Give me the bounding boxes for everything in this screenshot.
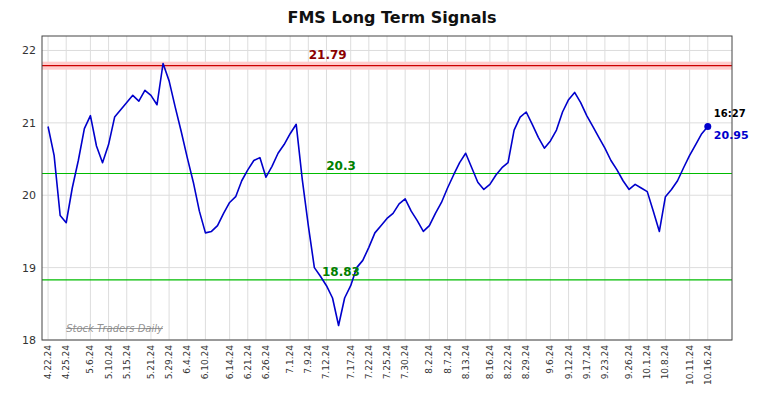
y-tick-label: 18 — [22, 334, 36, 347]
x-tick-label: 6.26.24 — [261, 345, 271, 380]
x-axis: 4.22.24 4.25.24 5.6.24 5.10.24 5.15.24 5.21.2… — [43, 345, 713, 385]
x-tick-label: 10.16.24 — [703, 345, 713, 385]
y-tick-label: 21 — [22, 117, 36, 130]
signal-line — [42, 173, 732, 174]
x-tick-label: 5.21.24 — [146, 345, 156, 380]
x-grid-line — [187, 36, 188, 340]
x-tick-label: 7.12.24 — [321, 345, 331, 380]
x-grid-line — [387, 36, 388, 340]
x-tick-label: 8.7.24 — [443, 345, 453, 374]
x-tick-label: 8.22.24 — [503, 345, 513, 380]
x-grid-line — [707, 36, 708, 340]
x-tick-label: 4.22.24 — [43, 345, 53, 380]
background — [0, 0, 784, 398]
y-axis: 18 19 20 21 22 — [22, 44, 36, 347]
x-grid-line — [508, 36, 509, 340]
x-tick-label: 9.23.24 — [600, 345, 610, 380]
annotations: 21.79 20.3 18.83 16:27 20.95 Stock Traders Da… — [66, 48, 748, 334]
plot-frame — [42, 36, 732, 340]
x-grid-line — [368, 36, 369, 340]
x-grid-line — [90, 36, 91, 340]
x-grid-line — [108, 36, 109, 340]
x-grid-line — [150, 36, 151, 340]
signal-line — [42, 279, 732, 280]
x-grid-line — [647, 36, 648, 340]
signal-band — [42, 62, 732, 70]
x-grid-line — [290, 36, 291, 340]
x-grid-line — [405, 36, 406, 340]
y-tick-label: 19 — [22, 262, 36, 275]
watermark-strike — [66, 328, 163, 329]
x-tick-label: 7.30.24 — [400, 345, 410, 380]
chart: 18 19 20 21 22 4.22.24 4.25.24 5.6.24 5.10.24 5.1… — [0, 0, 784, 398]
x-grid-line — [247, 36, 248, 340]
x-grid-line — [229, 36, 230, 340]
x-tick-label: 7.9.24 — [303, 345, 313, 374]
x-grid-line — [550, 36, 551, 340]
x-tick-label: 7.1.24 — [285, 345, 295, 374]
x-grid-line — [586, 36, 587, 340]
x-tick-label: 7.17.24 — [346, 345, 356, 380]
x-grid-line — [350, 36, 351, 340]
plot-area — [42, 62, 732, 326]
signal-label: 20.3 — [326, 159, 356, 173]
x-tick-label: 5.15.24 — [122, 345, 132, 380]
watermark: Stock Traders Daily — [66, 323, 164, 334]
price-line — [48, 64, 708, 326]
y-tick-label: 22 — [22, 44, 36, 57]
x-tick-label: 8.2.24 — [424, 345, 434, 374]
x-grid-line — [126, 36, 127, 340]
last-time-label: 16:27 — [714, 108, 746, 119]
x-tick-label: 10.8.24 — [660, 345, 670, 380]
x-grid-line — [604, 36, 605, 340]
x-tick-label: 9.6.24 — [545, 345, 555, 374]
x-tick-label: 8.29.24 — [521, 345, 531, 380]
x-grid-line — [265, 36, 266, 340]
x-tick-label: 6.10.24 — [200, 345, 210, 380]
x-grid-line — [205, 36, 206, 340]
last-value-label: 20.95 — [714, 129, 749, 142]
x-tick-label: 5.10.24 — [104, 345, 114, 380]
last-point — [704, 123, 711, 130]
x-grid-line — [326, 36, 327, 340]
x-tick-label: 8.16.24 — [485, 345, 495, 380]
x-tick-label: 4.25.24 — [61, 345, 71, 380]
x-tick-label: 9.17.24 — [582, 345, 592, 380]
x-tick-label: 8.13.24 — [461, 345, 471, 380]
signal-line — [42, 65, 732, 66]
x-grid-line — [526, 36, 527, 340]
grid — [42, 36, 732, 340]
x-tick-label: 5.6.24 — [85, 345, 95, 374]
x-grid-line — [429, 36, 430, 340]
title: FMS Long Term Signals — [288, 8, 497, 27]
signal-label: 21.79 — [309, 48, 347, 62]
x-tick-label: 7.25.24 — [382, 345, 392, 380]
x-tick-label: 5.29.24 — [164, 345, 174, 380]
x-grid-line — [48, 36, 49, 340]
x-tick-label: 9.26.24 — [624, 345, 634, 380]
x-grid-line — [489, 36, 490, 340]
x-tick-label: 10.1.24 — [642, 345, 652, 380]
x-grid-line — [689, 36, 690, 340]
y-tick-label: 20 — [22, 189, 36, 202]
x-tick-label: 6.14.24 — [225, 345, 235, 380]
signal-label: 18.83 — [322, 265, 360, 279]
x-grid-line — [308, 36, 309, 340]
x-tick-label: 6.4.24 — [182, 345, 192, 374]
x-grid-line — [465, 36, 466, 340]
x-grid-line — [665, 36, 666, 340]
x-tick-label: 9.12.24 — [564, 345, 574, 380]
x-tick-label: 7.22.24 — [364, 345, 374, 380]
x-grid-line — [66, 36, 67, 340]
x-tick-label: 6.21.24 — [243, 345, 253, 380]
x-grid-line — [568, 36, 569, 340]
x-tick-label: 10.11.24 — [685, 345, 695, 385]
